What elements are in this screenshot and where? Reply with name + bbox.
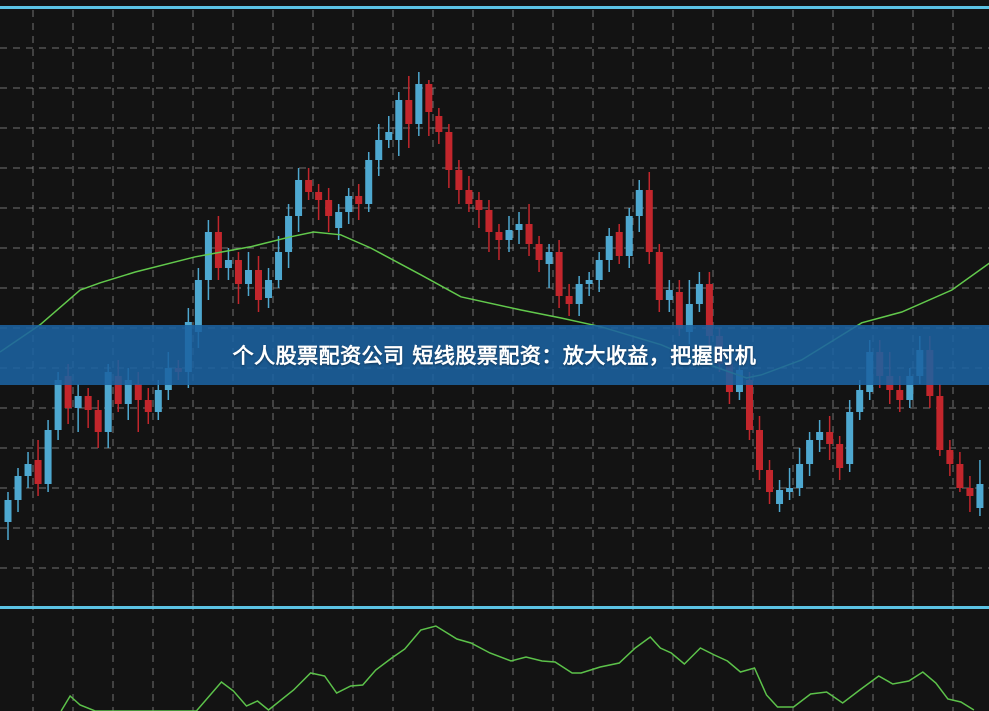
candle-up: [856, 390, 864, 412]
candle-up: [806, 440, 814, 464]
title-banner: 个人股票配资公司 短线股票配资：放大收益，把握时机: [0, 325, 989, 385]
candle-up: [54, 380, 62, 430]
candle-down: [425, 84, 433, 112]
candle-up: [74, 396, 82, 408]
candle-up: [906, 376, 914, 400]
candle-down: [325, 200, 333, 216]
candle-down: [114, 376, 122, 404]
candle-down: [826, 432, 834, 444]
candle-up: [335, 212, 343, 228]
candle-down: [495, 232, 503, 240]
candle-down: [455, 170, 463, 190]
candle-up: [224, 260, 232, 268]
candle-down: [966, 488, 974, 496]
candle-up: [575, 284, 583, 304]
candle-down: [144, 400, 152, 412]
candle-down: [756, 430, 763, 470]
candle-down: [946, 450, 954, 464]
candle-up: [4, 500, 12, 522]
candle-up: [595, 260, 603, 280]
candle-down: [214, 232, 222, 268]
candle-down: [745, 380, 753, 430]
candle-down: [565, 296, 573, 304]
candle-up: [24, 464, 32, 476]
candle-up: [605, 236, 613, 260]
candle-up: [194, 280, 202, 332]
candle-up: [585, 280, 593, 284]
candle-down: [64, 376, 72, 408]
candle-up: [104, 372, 112, 432]
candle-up: [846, 412, 854, 464]
candle-up: [505, 230, 513, 240]
candle-down: [475, 200, 483, 210]
candle-up: [385, 132, 393, 140]
candle-down: [255, 270, 262, 300]
candle-down: [766, 470, 774, 492]
candle-down: [675, 292, 683, 328]
candle-down: [405, 100, 413, 124]
candle-up: [776, 490, 784, 504]
candle-down: [956, 464, 964, 488]
candle-up: [204, 232, 212, 280]
candle-up: [124, 380, 132, 404]
candle-down: [355, 196, 363, 204]
candle-up: [415, 84, 423, 124]
candle-up: [816, 432, 824, 440]
candle-up: [244, 270, 252, 284]
candle-up: [265, 280, 273, 298]
candle-down: [655, 252, 663, 300]
candle-down: [615, 232, 623, 256]
candle-up: [375, 140, 383, 160]
candle-down: [435, 116, 443, 132]
candle-down: [525, 224, 533, 244]
candle-down: [485, 210, 493, 232]
banner-title: 个人股票配资公司 短线股票配资：放大收益，把握时机: [232, 344, 757, 368]
candle-up: [154, 390, 162, 412]
candle-up: [365, 160, 373, 204]
candle-down: [645, 190, 653, 252]
candle-up: [796, 464, 804, 488]
candle-up: [545, 252, 553, 264]
candle-up: [295, 180, 303, 216]
candle-down: [94, 410, 102, 432]
candle-down: [34, 460, 42, 484]
candle-down: [234, 260, 242, 284]
candle-up: [285, 216, 293, 252]
candle-up: [395, 100, 403, 140]
candle-down: [134, 384, 142, 400]
top-panel-border: [0, 6, 989, 9]
candle-up: [345, 196, 353, 212]
candle-down: [315, 192, 323, 200]
candle-down: [896, 390, 904, 400]
candle-up: [14, 476, 22, 500]
candle-up: [635, 190, 643, 216]
candle-up: [665, 290, 673, 300]
candle-up: [275, 252, 283, 280]
candle-down: [936, 396, 944, 450]
candle-up: [685, 304, 693, 332]
candle-down: [555, 252, 563, 296]
candle-up: [786, 488, 794, 492]
candle-up: [625, 216, 633, 256]
candle-down: [535, 244, 543, 260]
candle-down: [465, 190, 473, 204]
candle-down: [84, 396, 92, 410]
oscillator-line: [60, 625, 975, 711]
candle-up: [515, 224, 523, 230]
candle-up: [976, 484, 984, 508]
candle-up: [695, 284, 703, 304]
candle-down: [836, 444, 844, 468]
candle-down: [705, 284, 713, 336]
candle-down: [305, 180, 313, 192]
candle-up: [44, 430, 52, 484]
candle-down: [445, 132, 453, 170]
panel-separator: [0, 606, 989, 609]
